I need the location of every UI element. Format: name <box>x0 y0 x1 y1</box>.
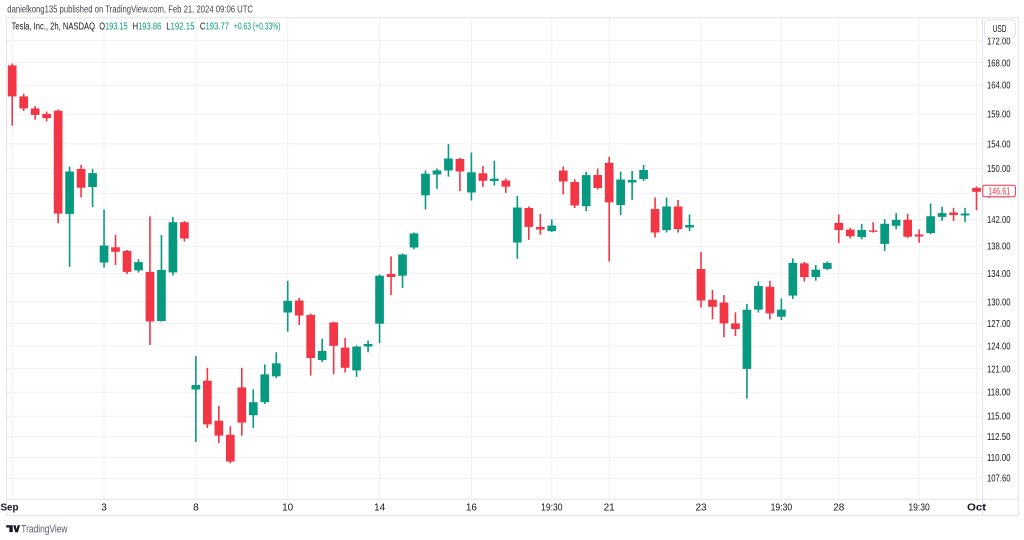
svg-text:19:30: 19:30 <box>908 503 930 514</box>
svg-text:21: 21 <box>604 503 616 514</box>
svg-text:Oct: Oct <box>967 503 987 514</box>
svg-text:28: 28 <box>833 503 845 514</box>
svg-text:danielkong135 published on Tra: danielkong135 published on TradingView.c… <box>7 4 253 15</box>
svg-text:164.00: 164.00 <box>987 81 1011 92</box>
svg-text:159.00: 159.00 <box>987 110 1011 121</box>
svg-text:172.00: 172.00 <box>987 36 1011 47</box>
svg-text:16: 16 <box>466 503 478 514</box>
svg-text:O193.15: O193.15 <box>99 22 128 33</box>
svg-text:USD: USD <box>993 24 1007 35</box>
svg-text:19:30: 19:30 <box>541 503 563 514</box>
svg-text:H193.86: H193.86 <box>133 22 162 33</box>
svg-text:154.00: 154.00 <box>987 139 1011 150</box>
svg-text:3: 3 <box>101 503 107 514</box>
svg-text:Tesla, Inc., 2h, NASDAQ: Tesla, Inc., 2h, NASDAQ <box>12 22 96 33</box>
svg-text:19:30: 19:30 <box>771 503 793 514</box>
svg-text:8: 8 <box>193 503 199 514</box>
svg-text:+0.63 (+0.33%): +0.63 (+0.33%) <box>234 22 281 33</box>
svg-text:134.00: 134.00 <box>987 269 1011 280</box>
svg-text:107.60: 107.60 <box>987 474 1011 485</box>
svg-text:C193.77: C193.77 <box>200 22 229 33</box>
svg-text:14: 14 <box>374 503 386 514</box>
svg-text:118.00: 118.00 <box>987 388 1011 399</box>
svg-text:23: 23 <box>695 503 707 514</box>
svg-text:TradingView: TradingView <box>21 523 67 535</box>
svg-text:121.00: 121.00 <box>987 364 1011 375</box>
svg-text:112.50: 112.50 <box>987 432 1011 443</box>
svg-text:142.00: 142.00 <box>987 215 1011 226</box>
svg-text:127.00: 127.00 <box>987 319 1011 330</box>
svg-text:115.00: 115.00 <box>987 412 1011 423</box>
svg-text:L192.15: L192.15 <box>166 22 195 33</box>
svg-text:110.00: 110.00 <box>987 453 1011 464</box>
svg-text:Sep: Sep <box>1 503 19 514</box>
svg-text:130.00: 130.00 <box>987 297 1011 308</box>
svg-text:124.00: 124.00 <box>987 341 1011 352</box>
svg-text:138.00: 138.00 <box>987 242 1011 253</box>
svg-text:146.61: 146.61 <box>988 186 1010 197</box>
svg-text:150.00: 150.00 <box>987 164 1011 175</box>
svg-text:168.00: 168.00 <box>987 58 1011 69</box>
svg-text:10: 10 <box>282 503 294 514</box>
